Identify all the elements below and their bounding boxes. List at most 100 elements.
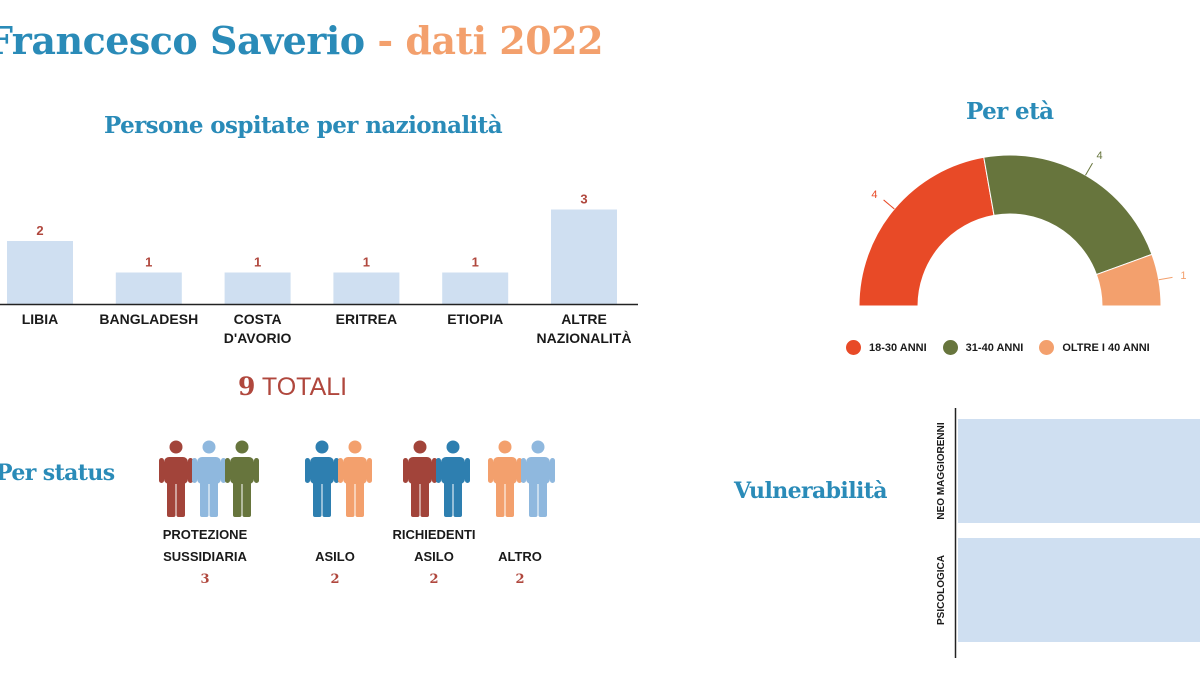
bar-category-label: ERITREA	[336, 311, 397, 327]
status-group-value: 2	[515, 572, 525, 587]
person-torso	[408, 457, 432, 484]
person-leg-right	[505, 482, 514, 517]
bar-1	[115, 272, 182, 304]
person-head	[498, 440, 512, 454]
person-leg-right	[538, 482, 547, 517]
person-arm-left	[225, 458, 230, 483]
person-arm-right	[221, 458, 226, 483]
person-leg-left	[529, 482, 538, 517]
person-leg-right	[420, 482, 429, 517]
vuln-bar-1	[958, 538, 1200, 642]
bar-value-label: 2	[36, 223, 43, 238]
person-leg-left	[496, 482, 505, 517]
person-torso	[310, 457, 334, 484]
bar-0	[7, 241, 73, 304]
donut-leader-line	[883, 199, 895, 210]
person-icon	[305, 440, 339, 517]
vuln-category-label: NEO MAGGIORENNI	[936, 422, 947, 519]
person-arm-right	[465, 458, 470, 483]
person-torso	[343, 457, 367, 484]
person-head	[202, 440, 216, 454]
person-head	[446, 440, 460, 454]
bar-value-label: 1	[472, 255, 479, 270]
bar-value-label: 3	[580, 192, 587, 207]
person-arm-left	[305, 458, 310, 483]
status-section-title: Per status	[0, 460, 115, 486]
person-arm-left	[159, 458, 164, 483]
bar-4	[442, 272, 509, 304]
donut-value-label: 1	[1180, 270, 1186, 282]
person-torso	[493, 457, 517, 484]
person-arm-right	[334, 458, 339, 483]
status-group-label: ASILO	[315, 549, 355, 564]
person-icon	[488, 440, 522, 517]
person-leg-right	[322, 482, 331, 517]
person-arm-left	[338, 458, 343, 483]
status-group-value: 3	[200, 572, 210, 587]
donut-value-label: 4	[871, 189, 877, 201]
page-title: Francesco Saverio - dati 2022	[0, 14, 604, 68]
donut-slice-0	[858, 156, 995, 307]
person-leg-left	[233, 482, 242, 517]
legend-item: 31-40 ANNI	[942, 340, 1024, 355]
person-leg-right	[176, 482, 185, 517]
person-icon	[521, 440, 555, 517]
person-arm-right	[432, 458, 437, 483]
person-leg-left	[167, 482, 176, 517]
donut-leader-line	[1085, 162, 1093, 176]
person-torso	[230, 457, 254, 484]
legend-item: OLTRE I 40 ANNI	[1039, 340, 1150, 355]
bar-category-label: LIBIA	[22, 311, 59, 327]
person-leg-left	[346, 482, 355, 517]
donut-leader-line	[1158, 276, 1173, 281]
person-head	[348, 440, 362, 454]
bar-category-label: BANGLADESH	[99, 311, 198, 327]
legend-swatch	[846, 340, 861, 355]
title-separator: -	[364, 18, 406, 63]
total-count: 9 TOTALI	[238, 372, 347, 402]
person-torso	[197, 457, 221, 484]
person-head	[235, 440, 249, 454]
person-leg-right	[355, 482, 364, 517]
person-torso	[526, 457, 550, 484]
person-icon	[403, 440, 437, 517]
person-head	[531, 440, 545, 454]
person-torso	[441, 457, 465, 484]
legend-label: 31-40 ANNI	[965, 341, 1024, 354]
person-icon	[159, 440, 193, 517]
bar-category-label: COSTA	[234, 311, 282, 327]
person-arm-right	[367, 458, 372, 483]
bar-value-label: 1	[254, 255, 261, 270]
status-group-label: RICHIEDENTI ASILO	[392, 527, 476, 564]
total-label: TOTALI	[255, 373, 348, 401]
donut-slice-1	[983, 154, 1153, 276]
total-number: 9	[238, 372, 256, 401]
person-arm-right	[188, 458, 193, 483]
bar-value-label: 1	[145, 255, 152, 270]
person-icon	[225, 440, 259, 517]
person-arm-left	[521, 458, 526, 483]
bar-category-label: D'AVORIO	[224, 330, 292, 346]
person-torso	[164, 457, 188, 484]
person-arm-left	[403, 458, 408, 483]
person-arm-right	[254, 458, 259, 483]
bar-2	[224, 272, 291, 304]
person-leg-right	[242, 482, 251, 517]
nationality-chart-title: Persone ospitate per nazionalità	[104, 112, 503, 139]
donut-value-label: 4	[1097, 150, 1103, 162]
legend-swatch	[1039, 340, 1055, 355]
person-head	[413, 440, 427, 454]
title-name: Francesco Saverio	[0, 18, 365, 63]
person-arm-left	[436, 458, 441, 483]
status-group-label: ALTRO	[498, 549, 542, 564]
status-group-value: 2	[429, 572, 439, 587]
bar-value-label: 1	[363, 255, 370, 270]
person-icon	[338, 440, 372, 517]
person-leg-left	[313, 482, 322, 517]
status-group-value: 2	[330, 572, 340, 587]
age-chart-title: Per età	[966, 98, 1054, 125]
age-chart-legend: 18-30 ANNI 31-40 ANNI OLTRE I 40 ANNI	[846, 340, 1150, 355]
person-icon	[436, 440, 470, 517]
vuln-bar-0	[958, 419, 1200, 523]
